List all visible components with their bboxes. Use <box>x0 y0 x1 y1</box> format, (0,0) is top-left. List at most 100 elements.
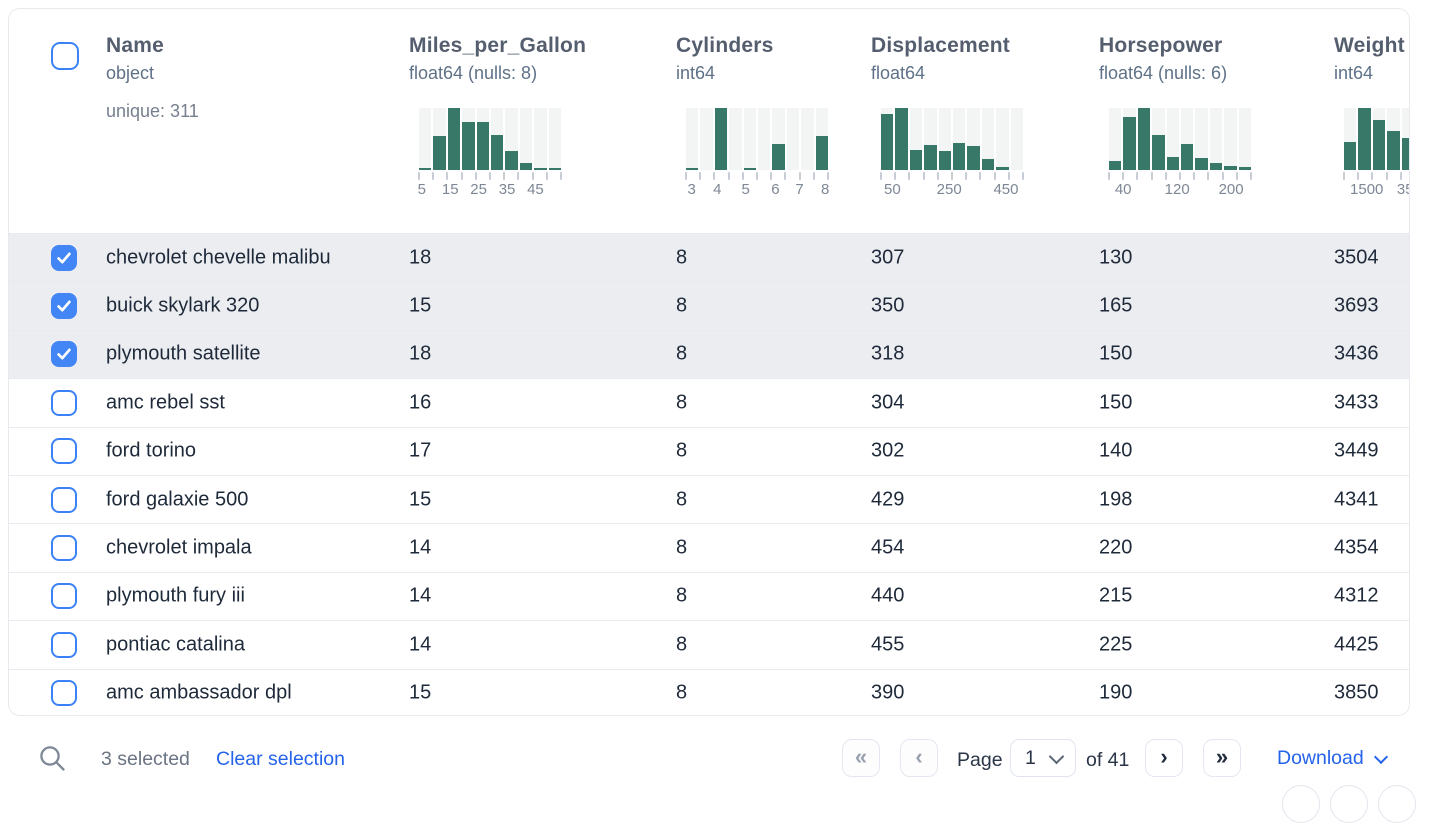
axis-tick <box>979 172 982 180</box>
axis-tick <box>545 172 548 180</box>
axis-tick <box>1371 172 1374 180</box>
column-title: Name <box>106 34 164 57</box>
page-number-select[interactable]: 1 <box>1010 739 1076 777</box>
histogram-axis <box>685 170 829 180</box>
axis-tick <box>1108 172 1110 180</box>
axis-tick-label: 3 <box>687 181 696 198</box>
partial-button[interactable] <box>1282 785 1320 823</box>
cell-miles_per_gallon: 15 <box>409 294 432 317</box>
table-row: ford galaxie 500 15 8 429 198 4341 <box>9 474 1409 524</box>
row-checkbox[interactable] <box>51 535 77 562</box>
last-page-button[interactable]: » <box>1203 739 1241 777</box>
data-table-card: Name object unique: 311 Miles_per_Gallon flo… <box>8 8 1410 716</box>
histogram-bars <box>419 108 562 170</box>
row-checkbox[interactable] <box>51 244 77 271</box>
histogram-bin <box>1137 108 1151 170</box>
cell-displacement: 455 <box>871 633 905 656</box>
axis-tick <box>503 172 506 180</box>
axis-tick-label: 8 <box>820 181 830 198</box>
column-header-cylinders: Cylinders int64 3 4 5 6 7 8 <box>676 9 936 201</box>
axis-tick <box>432 172 435 180</box>
cell-name: plymouth satellite <box>106 342 261 365</box>
axis-tick <box>560 172 562 180</box>
histogram-bin <box>772 108 785 170</box>
histogram-bin <box>924 108 937 170</box>
column-header-weight: Weight int64 1500 3500 <box>1334 9 1409 201</box>
axis-tick-label: 45 <box>527 181 544 198</box>
histogram-bin <box>1372 108 1386 170</box>
histogram-bar <box>714 108 728 170</box>
axis-tick-label: 4 <box>713 181 722 198</box>
cell-cylinders: 8 <box>676 633 688 656</box>
row-checkbox[interactable] <box>51 293 77 320</box>
next-page-button[interactable]: › <box>1145 739 1183 777</box>
row-checkbox[interactable] <box>51 680 77 707</box>
select-all-checkbox[interactable] <box>51 42 79 70</box>
cell-cylinders: 8 <box>676 246 688 269</box>
cell-name: ford galaxie 500 <box>106 488 249 511</box>
histogram-bar <box>433 135 446 170</box>
axis-tick <box>951 172 953 180</box>
cell-name: amc ambassador dpl <box>106 681 292 704</box>
histogram-bin <box>1152 108 1165 170</box>
histogram-tick-labels: 40 120 200 <box>1109 181 1251 201</box>
histogram-bin <box>996 108 1009 170</box>
histogram-bin <box>758 108 771 170</box>
chevron-down-icon <box>1373 750 1388 765</box>
row-checkbox[interactable] <box>51 583 77 610</box>
column-histogram: 1500 3500 <box>1343 108 1409 201</box>
clear-selection-link[interactable]: Clear selection <box>216 748 345 770</box>
histogram-bar <box>505 151 518 170</box>
axis-tick <box>1022 172 1024 180</box>
data-table-widget: { "table": { "select_all_checked": false… <box>8 8 1416 823</box>
cell-horsepower: 140 <box>1099 439 1133 462</box>
histogram-bar <box>772 143 785 170</box>
axis-tick-label: 120 <box>1164 181 1190 198</box>
first-page-button[interactable]: « <box>842 739 880 777</box>
cell-miles_per_gallon: 14 <box>409 584 432 607</box>
cell-displacement: 429 <box>871 488 905 511</box>
partial-button[interactable] <box>1378 785 1416 823</box>
axis-tick <box>699 172 702 180</box>
row-checkbox[interactable] <box>51 438 77 465</box>
column-dtype: int64 <box>1334 63 1374 83</box>
search-icon[interactable] <box>38 744 68 774</box>
row-checkbox[interactable] <box>51 389 77 416</box>
chevron-down-icon <box>1048 748 1065 765</box>
row-checkbox[interactable] <box>51 341 77 368</box>
axis-tick <box>1343 172 1345 180</box>
row-checkbox[interactable] <box>51 631 77 658</box>
partial-button[interactable] <box>1330 785 1368 823</box>
previous-page-button[interactable]: ‹ <box>900 739 938 777</box>
axis-tick <box>880 172 882 180</box>
page-label: Page <box>957 749 1003 771</box>
cell-horsepower: 220 <box>1099 536 1133 559</box>
histogram-bars <box>1344 108 1409 170</box>
cell-displacement: 304 <box>871 391 905 414</box>
row-checkbox[interactable] <box>51 486 77 513</box>
axis-tick-label: 7 <box>795 181 804 198</box>
cell-displacement: 302 <box>871 439 905 462</box>
histogram-bin <box>967 108 980 170</box>
cell-displacement: 454 <box>871 536 905 559</box>
column-dtype: int64 <box>676 63 716 83</box>
histogram-axis <box>418 170 562 180</box>
histogram-bin <box>938 108 952 170</box>
histogram-bar <box>462 121 475 170</box>
table-row: chevrolet chevelle malibu 18 8 307 130 3504 <box>9 233 1409 282</box>
cell-miles_per_gallon: 14 <box>409 536 432 559</box>
cell-horsepower: 215 <box>1099 584 1133 607</box>
table-row: amc rebel sst 16 8 304 150 3433 <box>9 378 1409 427</box>
axis-tick <box>531 172 534 180</box>
histogram-bar <box>1166 156 1180 170</box>
axis-tick-label: 25 <box>470 181 487 198</box>
axis-tick <box>1235 172 1238 180</box>
histogram-bin <box>519 108 533 170</box>
axis-tick <box>1221 172 1224 180</box>
chevron-left-icon: ‹ <box>915 743 923 769</box>
column-title: Horsepower <box>1099 34 1223 57</box>
page-number-value: 1 <box>1025 747 1036 769</box>
cell-cylinders: 8 <box>676 439 688 462</box>
histogram-bar <box>1195 157 1208 170</box>
download-button[interactable]: Download <box>1277 747 1388 770</box>
